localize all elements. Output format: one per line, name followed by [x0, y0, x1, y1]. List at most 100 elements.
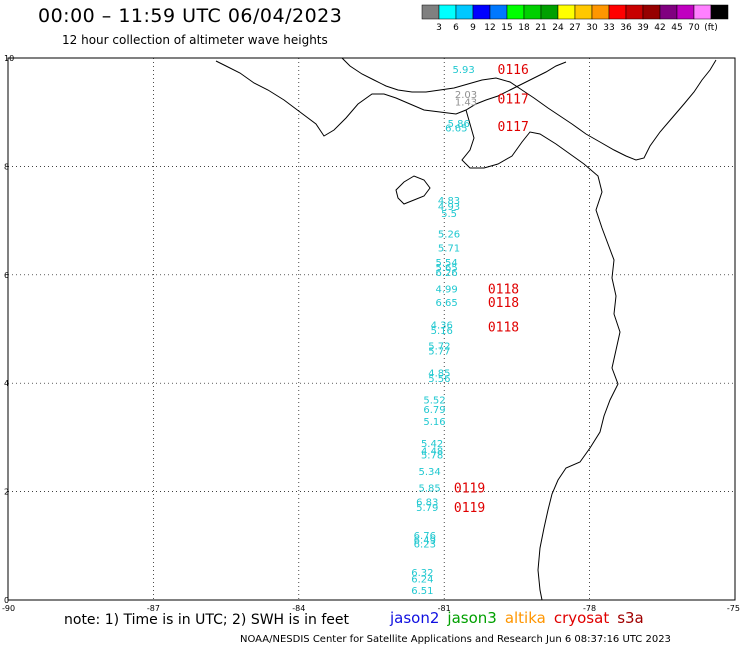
color-swatch — [557, 4, 576, 20]
y-tick-label: 8 — [4, 162, 9, 171]
swh-value: 6.65 — [435, 298, 457, 309]
color-swatch — [676, 4, 695, 20]
color-scale-label: 3 — [436, 23, 442, 33]
color-scale-label: 12 — [484, 23, 495, 33]
swh-value: 6.32 — [411, 568, 433, 579]
swh-value: 5.56 — [428, 374, 450, 385]
color-swatch — [608, 4, 627, 20]
color-swatch — [421, 4, 440, 20]
color-scale-label: 27 — [569, 23, 580, 33]
color-swatch — [710, 4, 729, 20]
coastline — [215, 57, 717, 601]
color-swatch — [591, 4, 610, 20]
swh-value: 5.65 — [435, 263, 457, 274]
swh-value: 6.83 — [416, 497, 438, 508]
swh-value: 5.85 — [419, 483, 441, 494]
color-swatch — [472, 4, 491, 20]
y-tick-label: 2 — [4, 488, 9, 497]
color-swatch — [506, 4, 525, 20]
swh-value: 5.79 — [416, 503, 438, 514]
color-scale-label: 39 — [637, 23, 649, 33]
footer-note: note: 1) Time is in UTC; 2) SWH is in fe… — [64, 612, 350, 628]
swh-value: 4.36 — [431, 321, 453, 332]
axis-ticks: -90 -87 -84 -81 -78 -75 0 2 4 6 8 10 — [2, 54, 740, 613]
color-swatch — [438, 4, 457, 20]
color-swatch — [489, 4, 508, 20]
time-label: 0117 — [498, 93, 529, 108]
y-tick-label: 0 — [4, 596, 9, 605]
color-scale-label: 18 — [518, 23, 530, 33]
color-scale-label: 24 — [552, 23, 564, 33]
swh-value: 5.52 — [423, 395, 445, 406]
x-tick-label: -78 — [583, 604, 596, 613]
swh-value: 5.86 — [448, 119, 470, 130]
color-swatch — [659, 4, 678, 20]
swh-value: 5.34 — [419, 467, 441, 478]
time-label: 0118 — [488, 320, 519, 335]
swh-value: 5.93 — [452, 65, 474, 76]
y-tick-label: 4 — [4, 379, 9, 388]
map-frame — [7, 57, 736, 601]
color-scale-label: 9 — [470, 23, 476, 33]
page-title: 00:00 – 11:59 UTC 06/04/2023 — [38, 5, 343, 27]
time-label: 0118 — [488, 296, 519, 311]
swh-value: 5.72 — [428, 341, 450, 352]
swh-value: 6.51 — [411, 586, 433, 597]
legend-jason2: jason2 — [390, 609, 440, 627]
satellite-legend: jason2 jason3 altika cryosat s3a — [390, 609, 652, 627]
color-swatch — [693, 4, 712, 20]
plot-border — [7, 57, 736, 601]
swh-value: 2.03 — [455, 90, 477, 101]
swh-value: 5.5 — [441, 209, 457, 220]
swh-value: 6.23 — [414, 540, 436, 551]
color-scale-label: 70 — [688, 23, 700, 33]
swh-value: 5.16 — [431, 326, 453, 337]
color-scale-label: 36 — [620, 23, 632, 33]
y-tick-label: 6 — [4, 271, 9, 280]
swh-value: 6.24 — [411, 574, 433, 585]
x-tick-label: -81 — [438, 604, 451, 613]
color-scale-label: 15 — [501, 23, 512, 33]
color-scale-label: 6 — [453, 23, 459, 33]
coastline-caribbean — [341, 57, 717, 161]
x-tick-label: -84 — [292, 604, 305, 613]
x-tick-label: -87 — [147, 604, 160, 613]
color-scale-label: (ft) — [704, 23, 718, 33]
swh-value: 4.48 — [421, 446, 443, 457]
color-swatch — [642, 4, 661, 20]
y-tick-label: 10 — [4, 54, 14, 63]
legend-jason3: jason3 — [447, 609, 497, 627]
time-label: 0119 — [454, 481, 485, 496]
color-scale-label: 42 — [654, 23, 665, 33]
swh-value: 5.77 — [428, 347, 450, 358]
swh-value: 6.49 — [414, 535, 436, 546]
color-swatch — [625, 4, 644, 20]
x-tick-label: -90 — [2, 604, 15, 613]
swh-value: 5.42 — [421, 439, 443, 450]
time-label: 0118 — [488, 282, 519, 297]
color-scale-bar: 3 6 9 12 15 18 21 24 27 30 33 36 39 42 45 70 (ft) — [421, 4, 729, 33]
color-scale-label: 33 — [603, 23, 614, 33]
swh-value: 6.76 — [414, 531, 436, 542]
color-scale-label: 45 — [671, 23, 682, 33]
legend-altika: altika — [504, 609, 546, 627]
swh-value: 5.26 — [438, 230, 460, 241]
swh-value: 4.83 — [438, 196, 460, 207]
color-scale-label: 30 — [586, 23, 598, 33]
swh-value: 5.71 — [438, 244, 460, 255]
color-swatch — [523, 4, 542, 20]
time-label: 0117 — [498, 120, 529, 135]
page-subtitle: 12 hour collection of altimeter wave hei… — [62, 33, 328, 47]
swh-value: 6.65 — [445, 123, 467, 134]
swh-value: 5.54 — [435, 258, 457, 269]
grid-lines — [8, 58, 735, 600]
legend-cryosat: cryosat — [553, 609, 610, 627]
swh-value: 5.16 — [423, 417, 445, 428]
color-swatch — [540, 4, 559, 20]
credit-line: NOAA/NESDIS Center for Satellite Applica… — [240, 634, 671, 645]
swh-value: 6.79 — [423, 405, 445, 416]
time-label: 0116 — [498, 63, 529, 78]
coastline-gulf-of-panama — [461, 109, 621, 601]
